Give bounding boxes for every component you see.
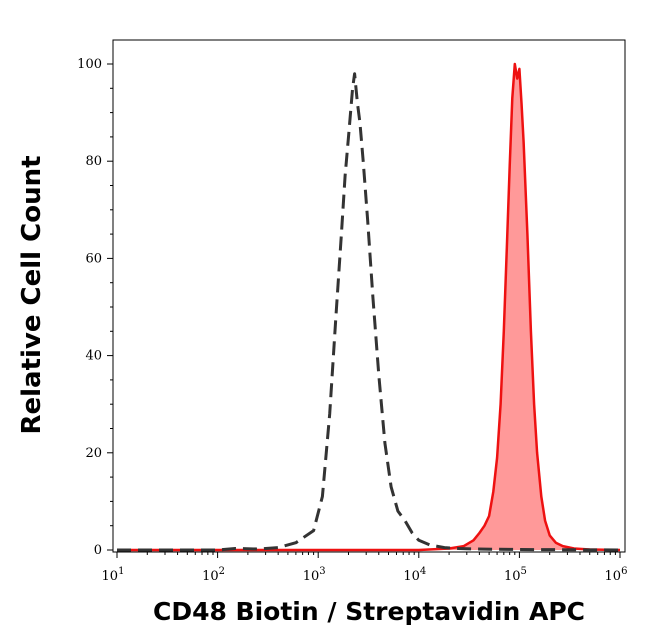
series-0-line bbox=[117, 72, 621, 552]
x-tick-label: 105 bbox=[504, 566, 527, 584]
x-tick-label: 103 bbox=[303, 566, 326, 584]
y-tick-label: 60 bbox=[85, 251, 102, 266]
y-tick-label: 20 bbox=[85, 446, 102, 461]
y-tick-label: 40 bbox=[85, 349, 102, 364]
x-axis-ticks: 101 102 103 104 105 106 bbox=[102, 552, 628, 584]
plot-frame bbox=[112, 39, 626, 553]
x-tick-label: 104 bbox=[403, 566, 426, 584]
x-tick-label: 101 bbox=[102, 566, 125, 584]
y-tick-label: 80 bbox=[85, 154, 102, 169]
series-layer bbox=[117, 62, 621, 552]
x-tick-label: 106 bbox=[605, 566, 628, 584]
x-tick-label: 102 bbox=[202, 566, 225, 584]
y-axis-title: Relative Cell Count bbox=[17, 155, 47, 434]
series-1-line bbox=[117, 62, 621, 552]
y-tick-label: 0 bbox=[94, 543, 102, 558]
y-axis-ticks: 0 20 40 60 80 100 bbox=[77, 57, 113, 558]
x-axis-title: CD48 Biotin / Streptavidin APC bbox=[153, 597, 585, 626]
series-1-area bbox=[117, 64, 620, 550]
y-tick-label: 100 bbox=[77, 57, 102, 72]
